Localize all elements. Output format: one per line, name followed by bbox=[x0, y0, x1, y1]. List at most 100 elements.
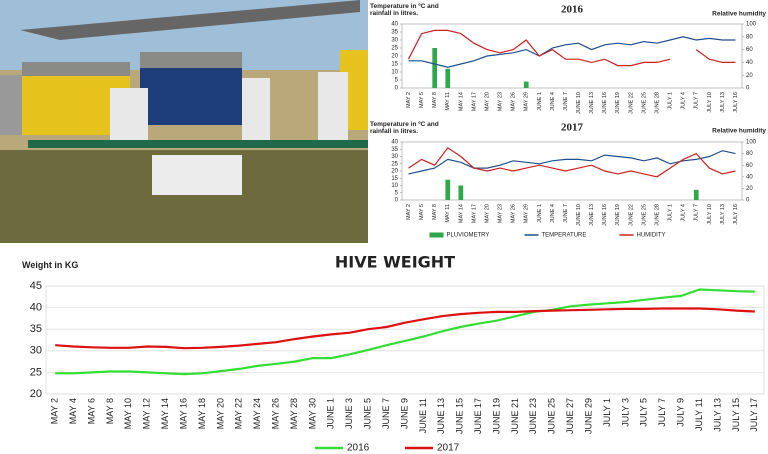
x-tick-label: MAY 29 bbox=[524, 92, 530, 111]
y-tick-label: 25 bbox=[30, 366, 42, 378]
x-tick-label: JUNE 22 bbox=[628, 92, 634, 114]
y-tick-label: 25 bbox=[391, 161, 398, 167]
x-tick-label: JUNE 25 bbox=[547, 398, 557, 434]
x-tick-label: MAY 6 bbox=[86, 398, 96, 424]
x-tick-label: JUNE 25 bbox=[641, 204, 647, 226]
y2-tick-label: 40 bbox=[746, 60, 753, 66]
y2-tick-label: 60 bbox=[746, 163, 753, 169]
x-tick-label: MAY 16 bbox=[178, 398, 188, 429]
x-tick-label: JUNE 29 bbox=[583, 398, 593, 434]
x-tick-label: JULY 7 bbox=[694, 204, 700, 222]
x-tick-label: JULY 4 bbox=[681, 204, 687, 222]
y-tick-label: 0 bbox=[395, 198, 399, 204]
x-tick-label: MAY 8 bbox=[432, 204, 438, 220]
photo bbox=[0, 0, 368, 243]
legend-label: 2017 bbox=[437, 443, 460, 454]
x-tick-label: JULY 13 bbox=[720, 204, 726, 225]
y-axis-label: Weight in KG bbox=[22, 260, 79, 270]
x-tick-label: JUNE 19 bbox=[615, 204, 621, 226]
x-tick-label: JUNE 15 bbox=[455, 398, 465, 434]
y-tick-label: 10 bbox=[391, 70, 398, 76]
x-tick-label: JUNE 25 bbox=[641, 92, 647, 114]
x-tick-label: JUNE 11 bbox=[418, 398, 428, 433]
x-tick-label: JUNE 13 bbox=[436, 398, 446, 434]
y-tick-label: 30 bbox=[391, 154, 398, 160]
y-tick-label: 10 bbox=[391, 183, 398, 189]
y2-tick-label: 100 bbox=[746, 22, 757, 28]
y-tick-label: 5 bbox=[395, 78, 399, 84]
x-tick-label: MAY 14 bbox=[160, 398, 170, 429]
bar bbox=[445, 179, 451, 200]
x-tick-label: JULY 1 bbox=[602, 398, 612, 427]
x-tick-label: JUNE 9 bbox=[399, 398, 409, 429]
x-tick-label: MAY 26 bbox=[271, 398, 281, 429]
y2-tick-label: 60 bbox=[746, 47, 753, 53]
x-tick-label: JUNE 7 bbox=[563, 204, 569, 223]
y-tick-label: 40 bbox=[391, 140, 398, 146]
x-tick-label: JUNE 19 bbox=[615, 92, 621, 114]
x-tick-label: MAY 26 bbox=[511, 204, 517, 223]
x-tick-label: MAY 12 bbox=[142, 398, 152, 429]
y-tick-label: 20 bbox=[30, 388, 42, 400]
line-series bbox=[408, 146, 736, 178]
x-tick-label: MAY 20 bbox=[484, 92, 490, 111]
bar bbox=[445, 68, 451, 88]
chart-title: 2017 bbox=[561, 122, 584, 134]
y2-tick-label: 80 bbox=[746, 151, 753, 157]
x-tick-label: JULY 5 bbox=[639, 398, 649, 427]
x-tick-label: MAY 11 bbox=[445, 92, 451, 111]
x-tick-label: JUNE 3 bbox=[344, 398, 354, 429]
legend-label: TEMPERATURE bbox=[542, 233, 587, 239]
x-tick-label: MAY 4 bbox=[68, 398, 78, 424]
x-tick-label: JUNE 21 bbox=[510, 398, 520, 434]
x-tick-label: JULY 16 bbox=[733, 92, 739, 113]
x-tick-label: JUNE 10 bbox=[576, 204, 582, 226]
chart-title: 2016 bbox=[561, 4, 584, 16]
x-tick-label: MAY 5 bbox=[419, 204, 425, 220]
x-tick-label: JUNE 1 bbox=[537, 92, 543, 111]
y-tick-label: 35 bbox=[391, 147, 398, 153]
x-tick-label: MAY 17 bbox=[471, 204, 477, 223]
x-tick-label: MAY 23 bbox=[498, 204, 504, 223]
x-tick-label: MAY 24 bbox=[252, 398, 262, 429]
x-tick-label: JULY 10 bbox=[707, 92, 713, 113]
y2-axis-label: Relative humidity bbox=[712, 11, 766, 18]
x-tick-label: JUNE 7 bbox=[381, 398, 391, 429]
x-tick-label: JUNE 13 bbox=[589, 92, 595, 114]
x-tick-label: MAY 11 bbox=[445, 204, 451, 223]
line-series bbox=[408, 36, 736, 68]
x-tick-label: MAY 28 bbox=[289, 398, 299, 429]
x-tick-label: MAY 10 bbox=[123, 398, 133, 429]
x-tick-label: MAY 20 bbox=[484, 204, 490, 223]
line-series bbox=[55, 288, 755, 376]
x-tick-label: JUNE 19 bbox=[491, 398, 501, 434]
x-tick-label: JUNE 16 bbox=[602, 92, 608, 114]
x-tick-label: JULY 13 bbox=[712, 398, 722, 432]
x-tick-label: MAY 18 bbox=[197, 398, 207, 429]
x-tick-label: JULY 11 bbox=[694, 398, 704, 431]
x-tick-label: MAY 2 bbox=[406, 92, 412, 108]
legend-swatch bbox=[429, 232, 444, 238]
line-series bbox=[55, 307, 755, 350]
y2-tick-label: 20 bbox=[746, 186, 753, 192]
x-tick-label: MAY 8 bbox=[432, 92, 438, 108]
y2-axis-label: Relative humidity bbox=[712, 128, 766, 135]
legend-label: HUMIDITY bbox=[637, 233, 666, 239]
x-tick-label: MAY 23 bbox=[498, 92, 504, 111]
y-tick-label: 30 bbox=[391, 38, 398, 44]
y-tick-label: 35 bbox=[391, 30, 398, 36]
x-tick-label: MAY 14 bbox=[458, 92, 464, 111]
x-tick-label: MAY 2 bbox=[406, 204, 412, 220]
x-tick-label: JULY 7 bbox=[694, 92, 700, 110]
y-tick-label: 40 bbox=[30, 302, 42, 314]
x-tick-label: JUNE 1 bbox=[537, 204, 543, 223]
chart-title: HIVE WEIGHT bbox=[335, 253, 455, 272]
x-tick-label: JUNE 28 bbox=[654, 92, 660, 114]
y-tick-label: 35 bbox=[30, 323, 42, 335]
x-tick-label: JUNE 4 bbox=[550, 92, 556, 111]
x-tick-label: MAY 20 bbox=[215, 398, 225, 429]
x-tick-label: JUNE 16 bbox=[602, 204, 608, 226]
x-tick-label: MAY 2 bbox=[50, 398, 60, 424]
x-tick-label: JULY 3 bbox=[620, 398, 630, 427]
x-tick-label: JULY 13 bbox=[720, 92, 726, 113]
